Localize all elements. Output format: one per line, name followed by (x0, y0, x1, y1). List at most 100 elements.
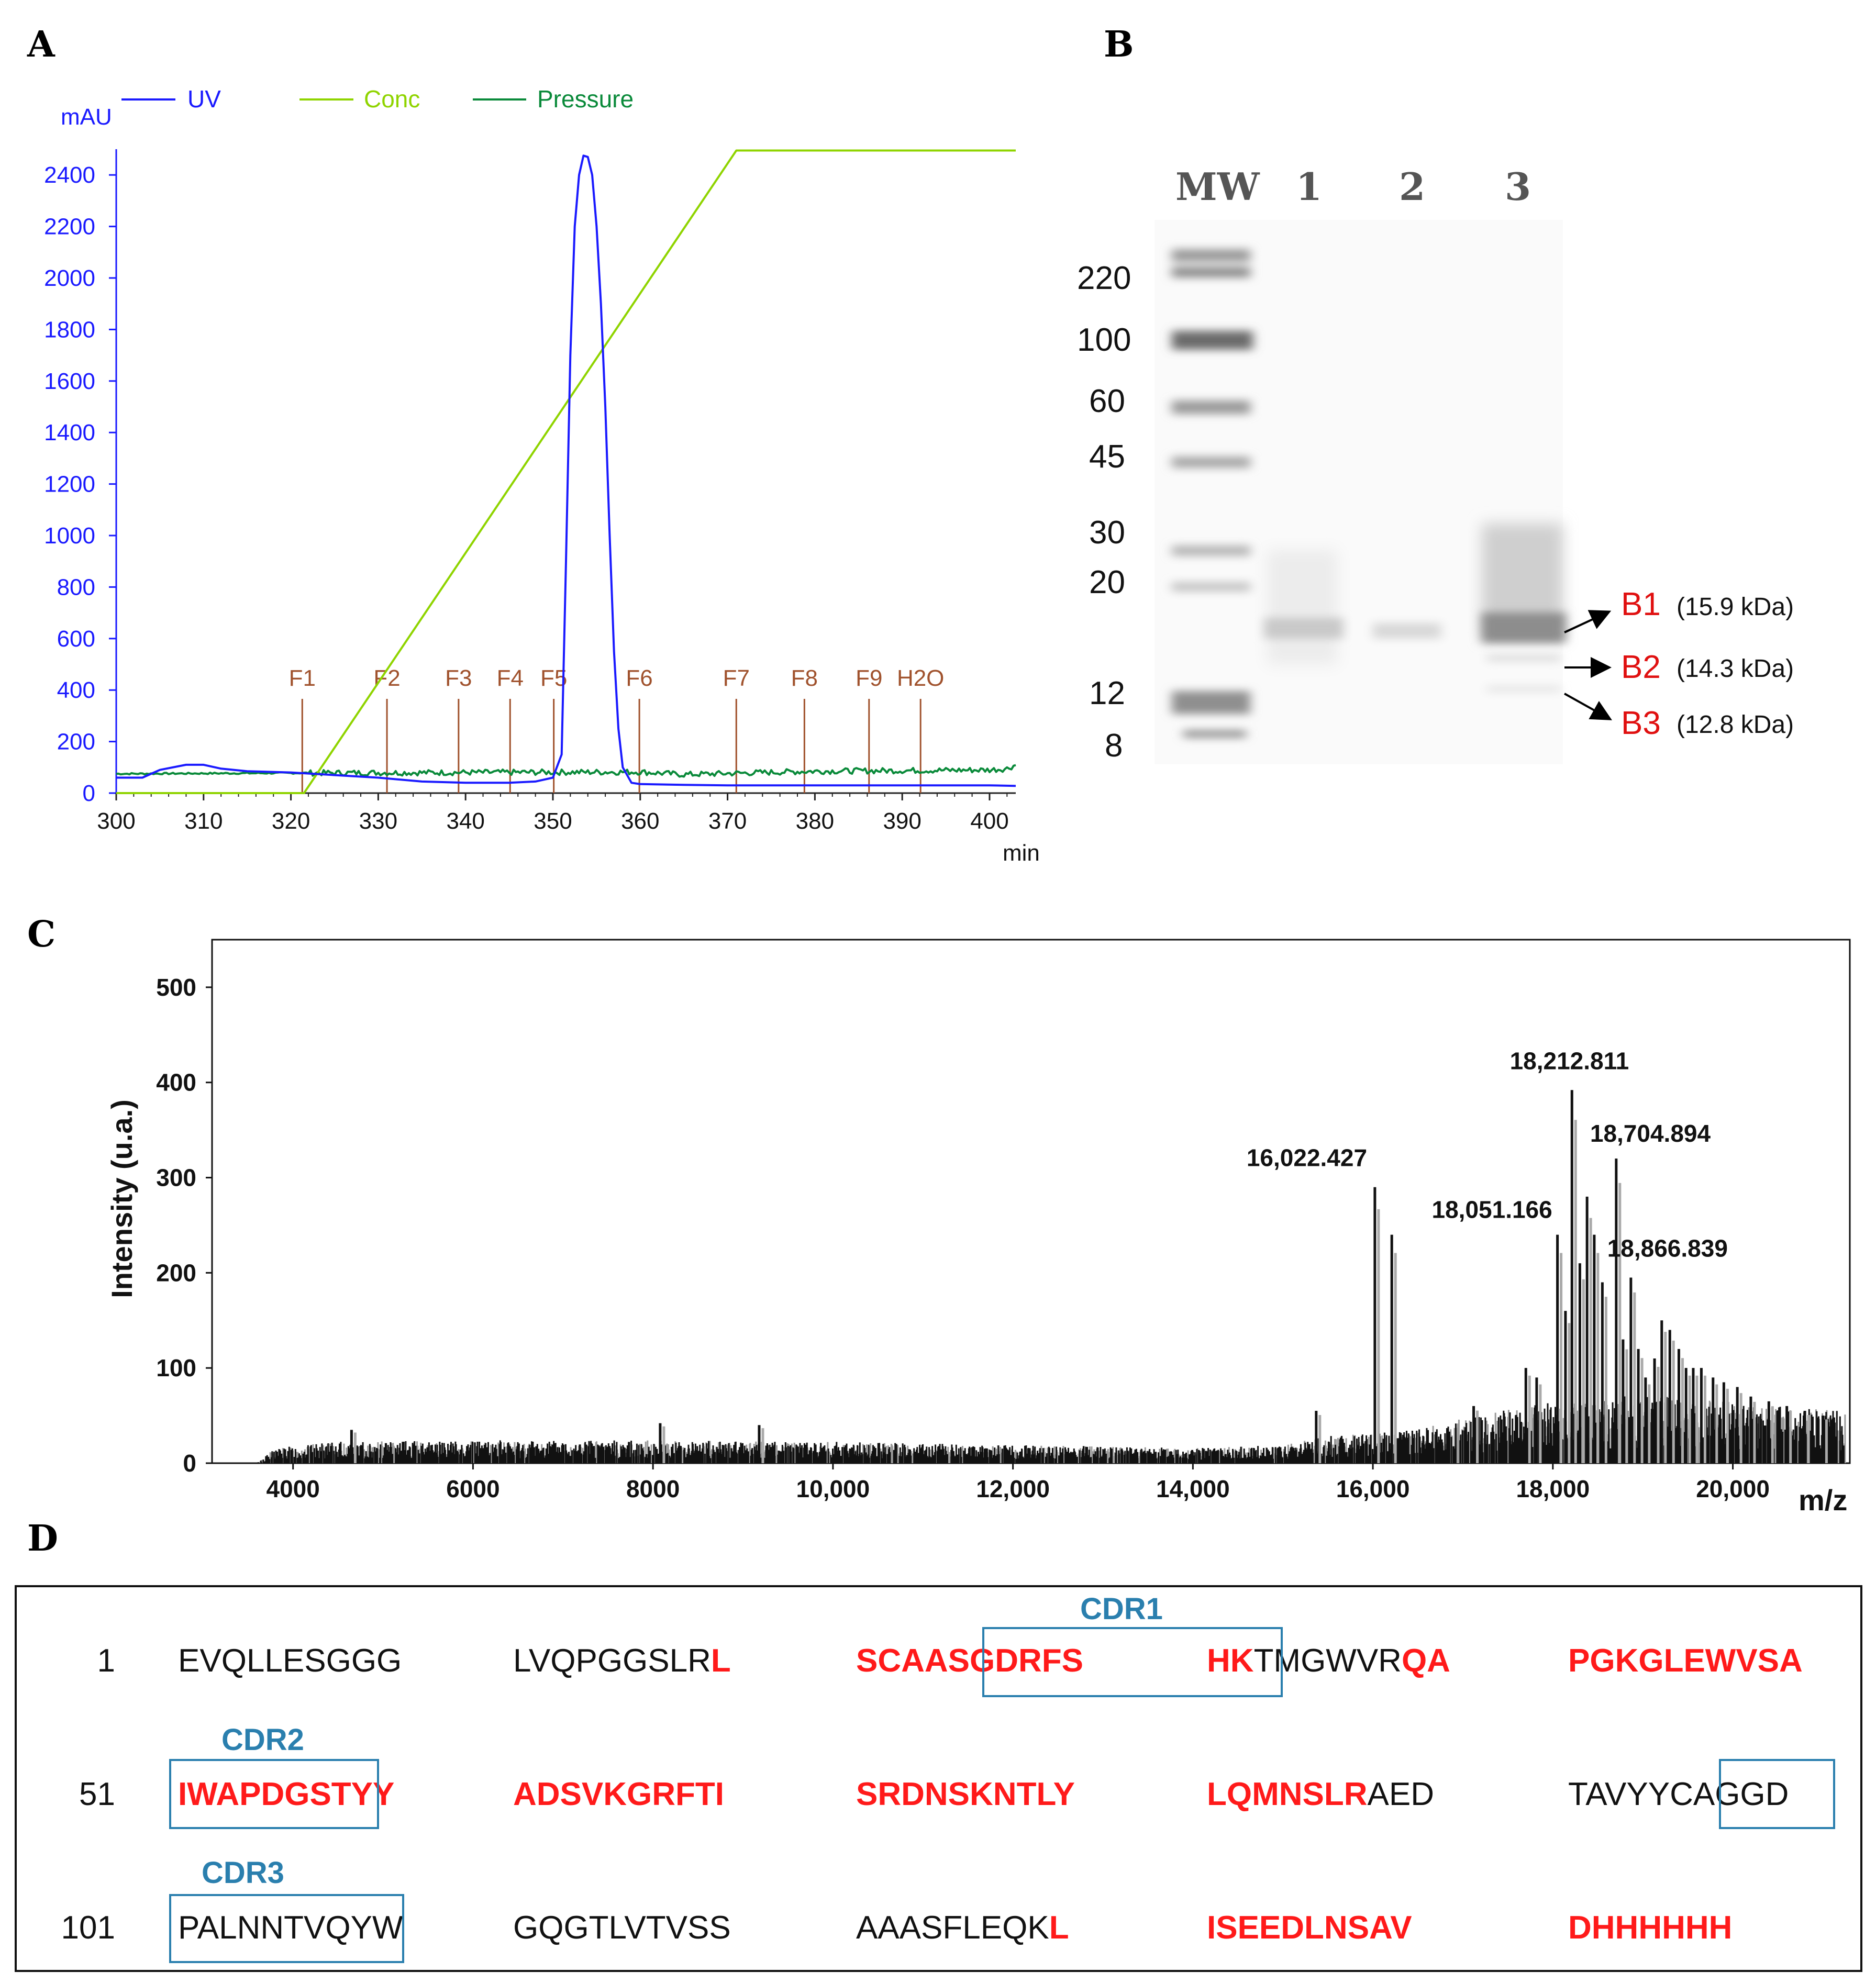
sequence-block: SCAASGDRFS (856, 1643, 1083, 1679)
x-tick-label: 6000 (446, 1475, 499, 1502)
sequence-block: LQMNSLRAED (1207, 1776, 1434, 1812)
covered-residues: SCAASGDRFS (856, 1643, 1083, 1679)
gel-background (1155, 220, 1563, 764)
x-tick-label: 300 (97, 808, 135, 834)
spectrum-peaks (350, 1090, 1828, 1463)
panel-d-letter: D (27, 1518, 58, 1559)
band-b1-kda: (15.9 kDa) (1677, 593, 1794, 621)
fraction-markers: F1 F2 F3 F4 F5 F6 F7 F8 F9 H2O (289, 665, 944, 793)
chromatogram-panel: mAU min UV Conc Pressure 0 200 400 600 800 10… (44, 85, 1040, 866)
x-tick-label: 4000 (267, 1475, 320, 1502)
band-b2-kda: (14.3 kDa) (1677, 655, 1794, 683)
uncovered-residues: AAASFLEQK (856, 1910, 1049, 1946)
y-tick-label: 1400 (44, 420, 95, 445)
y-tick-label: 2200 (44, 214, 95, 240)
lane-1-smear (1267, 550, 1338, 665)
lane-3-band-b1 (1482, 612, 1566, 643)
series-pressure-line (116, 764, 1016, 778)
x-tick-label: 8000 (626, 1475, 680, 1502)
mw-ladder-lane (1172, 249, 1253, 738)
ladder-band-60 (1172, 400, 1250, 414)
sequence-block: PALNNTVQYW (178, 1910, 403, 1946)
sequence-block: EVQLLESGGG (178, 1643, 402, 1679)
y-tick-label: 2400 (44, 162, 95, 188)
ladder-band-100 (1172, 331, 1253, 350)
mw-marker-8: 8 (1105, 728, 1123, 764)
peak-label: 16,022.427 (1247, 1144, 1367, 1172)
cdr1-label: CDR1 (1080, 1592, 1163, 1626)
sequence-frame (15, 1585, 1862, 1972)
peak-label: 18,866.839 (1607, 1234, 1728, 1262)
x-tick-label: 350 (534, 808, 572, 834)
sds-page-gel: MW 1 2 3 220 100 60 45 30 20 12 8 (1077, 164, 1794, 764)
legend-conc-label: Conc (364, 85, 420, 113)
spectrum-frame (211, 939, 1851, 1464)
sequence-block: AAASFLEQKL (856, 1910, 1069, 1946)
sequence-block: SRDNSKNTLY (856, 1776, 1075, 1812)
y-tick-label: 800 (57, 574, 95, 600)
uncovered-residues: GQGTLVTVSS (513, 1910, 731, 1946)
covered-residues: L (1049, 1910, 1069, 1946)
y-tick-label: 1800 (44, 317, 95, 342)
lane-3-band-b3 (1487, 686, 1560, 692)
legend-pressure-label: Pressure (537, 85, 634, 113)
covered-residues: IWAPDGSTYY (178, 1776, 394, 1812)
y-axis-ticks: 0 200 400 600 800 1000 1200 1400 1600 1800 2000 220… (44, 162, 116, 806)
y-tick-label: 600 (57, 626, 95, 652)
sequence-panel: 1 EVQLLESGGG LVQPGGSLRL SCAASGDRFS HKTMGWVRQ… (15, 1585, 1862, 1972)
x-tick-label: 390 (883, 808, 921, 834)
x-tick-label: 360 (621, 808, 659, 834)
sequence-block: ADSVKGRFTI (513, 1776, 724, 1812)
mw-marker-60: 60 (1089, 383, 1125, 419)
x-unit-label: min (1003, 840, 1040, 866)
peak-labels: 16,022.427 18,051.166 18,212.811 18,704.894… (1247, 1047, 1728, 1262)
x-tick-label: 16,000 (1336, 1475, 1410, 1502)
y-unit-label: mAU (61, 104, 112, 130)
covered-residues: ADSVKGRFTI (513, 1776, 724, 1812)
fraction-label: F3 (445, 665, 472, 691)
ladder-band-20 (1172, 582, 1250, 592)
cdr3-box-start (1719, 1759, 1835, 1829)
y-tick-label: 300 (156, 1164, 196, 1191)
peak-label: 18,704.894 (1590, 1120, 1711, 1147)
covered-residues: PGKGLEWVSA (1568, 1643, 1803, 1679)
mw-marker-100: 100 (1077, 322, 1131, 358)
x-tick-label: 10,000 (796, 1475, 870, 1502)
x-axis-title: m/z (1799, 1484, 1847, 1517)
series-uv-line (116, 154, 1016, 787)
ladder-band-8 (1183, 730, 1246, 738)
sequence-block: PGKGLEWVSA (1568, 1643, 1803, 1679)
mw-marker-45: 45 (1089, 439, 1125, 475)
y-tick-label: 1000 (44, 523, 95, 549)
x-axis-ticks: 300 310 320 330 340 350 360 370 380 390 400 (97, 793, 1009, 834)
covered-residues: L (711, 1643, 731, 1679)
lane-label-mw: MW (1175, 164, 1260, 209)
lane-label-1: 1 (1296, 164, 1322, 209)
mw-marker-30: 30 (1089, 515, 1125, 551)
covered-residues: HK (1207, 1643, 1254, 1679)
sequence-block: LVQPGGSLRL (513, 1643, 731, 1679)
cdr3-box (169, 1894, 404, 1963)
covered-residues: LQMNSLR (1207, 1776, 1368, 1812)
fraction-label: F4 (497, 665, 524, 691)
x-tick-label: 12,000 (976, 1475, 1050, 1502)
y-tick-label: 0 (83, 781, 95, 806)
residue-number: 101 (61, 1910, 115, 1946)
sequence-block: HKTMGWVRQA (1207, 1643, 1450, 1679)
covered-residues: ISEEDLNSAV (1207, 1910, 1412, 1946)
y-tick-label: 0 (183, 1450, 196, 1477)
cdr2-label: CDR2 (221, 1723, 304, 1757)
fraction-label: H2O (897, 665, 944, 691)
fraction-label: F7 (723, 665, 750, 691)
covered-residues: DHHHHHH (1568, 1910, 1732, 1946)
y-tick-label: 1600 (44, 369, 95, 394)
y-tick-label: 400 (156, 1069, 196, 1096)
uncovered-residues: TAVYYCAGGD (1568, 1776, 1789, 1812)
y-tick-label: 400 (57, 677, 95, 703)
ladder-band-220 (1172, 267, 1250, 277)
sequence-block: DHHHHHH (1568, 1910, 1732, 1946)
uncovered-residues: PALNNTVQYW (178, 1910, 403, 1946)
arrow-b1 (1564, 610, 1612, 633)
arrow-b3 (1564, 693, 1612, 720)
y-tick-label: 1200 (44, 472, 95, 497)
